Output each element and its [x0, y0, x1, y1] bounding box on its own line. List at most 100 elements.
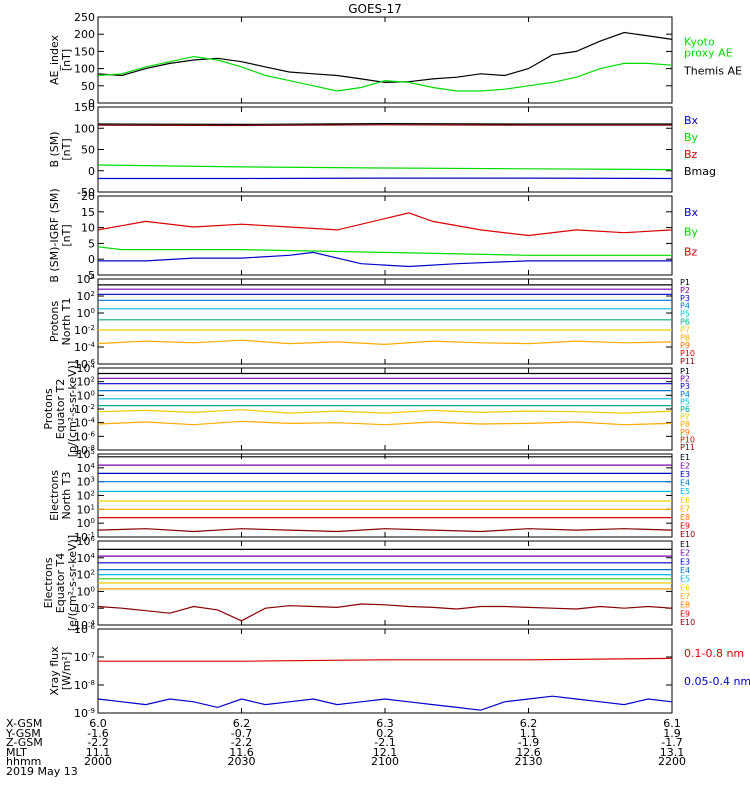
y-tick-label: 150 [74, 101, 95, 114]
y-axis-label: ProtonsNorth T1 [48, 298, 73, 346]
legend-entry: E1 [680, 540, 690, 549]
legend-entry: By [684, 226, 699, 239]
series-line [98, 213, 672, 236]
legend-entry: E10 [680, 618, 695, 627]
y-tick-label: 104 [77, 362, 96, 375]
y-axis-label: ElectronsNorth T3 [48, 470, 73, 521]
y-tick-label: 105 [77, 448, 95, 461]
y-tick-label: 102 [77, 490, 95, 503]
y-tick-label: 50 [81, 144, 95, 157]
series-line [98, 33, 672, 83]
y-tick-label: 100 [74, 63, 95, 76]
series-line [98, 410, 672, 413]
panel-frame [98, 17, 672, 103]
legend-entry: Bmag [684, 165, 716, 178]
y-tick-label: 104 [77, 273, 96, 286]
y-tick-label: 100 [77, 307, 95, 320]
y-tick-label: 0 [88, 165, 95, 178]
y-tick-label: 5 [88, 237, 95, 250]
legend-entry: Bx [684, 206, 699, 219]
legend-entry: E3 [680, 557, 690, 566]
y-tick-label: 102 [77, 290, 95, 303]
panel-frame [98, 279, 672, 364]
legend-entry: Themis AE [683, 64, 742, 77]
panel-5: 10410210010-210-410-610-8ProtonsEquator … [42, 361, 695, 458]
y-axis-label: B (SM)[nT] [48, 131, 73, 167]
y-axis-label: ElectronsEquator T4[e/(cm²-s-sr-keV)] [42, 535, 79, 631]
series-line [98, 658, 672, 661]
series-line [98, 247, 672, 256]
y-tick-label: 10 [81, 222, 95, 235]
y-tick-label: 104 [77, 462, 96, 475]
legend-entry: Bx [684, 114, 699, 127]
legend-entry: By [684, 131, 699, 144]
series-line [98, 125, 672, 126]
y-tick-label: 10-6 [74, 623, 96, 636]
y-axis-label: AE_index[nT] [48, 34, 73, 85]
series-line [98, 165, 672, 170]
footer-value: 2000 [84, 755, 112, 768]
y-tick-label: 10-8 [74, 679, 95, 692]
legend-entry: E9 [680, 609, 690, 618]
footer-row-label: 2019 May 13 [6, 765, 78, 778]
legend-entry: E2 [680, 549, 690, 558]
legend-entry: E7 [680, 592, 690, 601]
panel-frame [98, 196, 672, 275]
panel-frame [98, 107, 672, 192]
series-line [98, 421, 672, 424]
legend-entry: E4 [680, 566, 690, 575]
legend-entry: 0.05-0.4 nm [684, 675, 750, 688]
y-tick-label: 10-2 [74, 324, 95, 337]
legend-entry: 0.1-0.8 nm [684, 647, 744, 660]
y-tick-label: 10-7 [74, 651, 95, 664]
panel-frame [98, 368, 672, 450]
legend-entry: Bz [684, 148, 698, 161]
legend-entry: E5 [680, 575, 690, 584]
footer-value: 2100 [371, 755, 399, 768]
y-tick-label: 103 [77, 476, 95, 489]
y-tick-label: 15 [81, 206, 95, 219]
legend-entry: E8 [680, 601, 690, 610]
legend-entry: E6 [680, 583, 690, 592]
series-line [98, 252, 672, 266]
legend-entry: P11 [680, 357, 695, 366]
series-line [98, 340, 672, 344]
y-tick-label: 0 [88, 253, 95, 266]
y-tick-label: 10-4 [74, 341, 96, 354]
y-axis-label: B (SM)-IGRF (SM)[nT] [48, 188, 73, 282]
y-tick-label: 250 [74, 11, 95, 24]
y-tick-label: 102 [77, 376, 95, 389]
footer-value: 2200 [658, 755, 686, 768]
series-line [98, 604, 672, 621]
y-tick-label: 100 [77, 585, 95, 598]
y-axis-label: ProtonsEquator T2[p/(cm²-s-sr-keV)] [42, 361, 79, 458]
legend-entry: E10 [680, 530, 695, 539]
plot-title: GOES-17 [348, 2, 402, 16]
y-tick-label: 100 [74, 122, 95, 135]
footer-value: 2030 [228, 755, 256, 768]
y-tick-label: 106 [77, 535, 96, 548]
y-tick-label: 150 [74, 45, 95, 58]
y-tick-label: 200 [74, 28, 95, 41]
series-line [98, 529, 672, 532]
y-tick-label: 100 [77, 517, 95, 530]
y-tick-label: 102 [77, 569, 95, 582]
y-tick-label: 20 [81, 190, 95, 203]
legend-entry: P11 [680, 443, 695, 452]
y-tick-label: 101 [77, 503, 95, 516]
panel-frame [98, 454, 672, 537]
y-tick-label: 100 [77, 389, 95, 402]
footer-value: 2130 [515, 755, 543, 768]
y-axis-label: Xray flux[W/m²] [48, 646, 73, 696]
y-tick-label: 104 [77, 552, 96, 565]
